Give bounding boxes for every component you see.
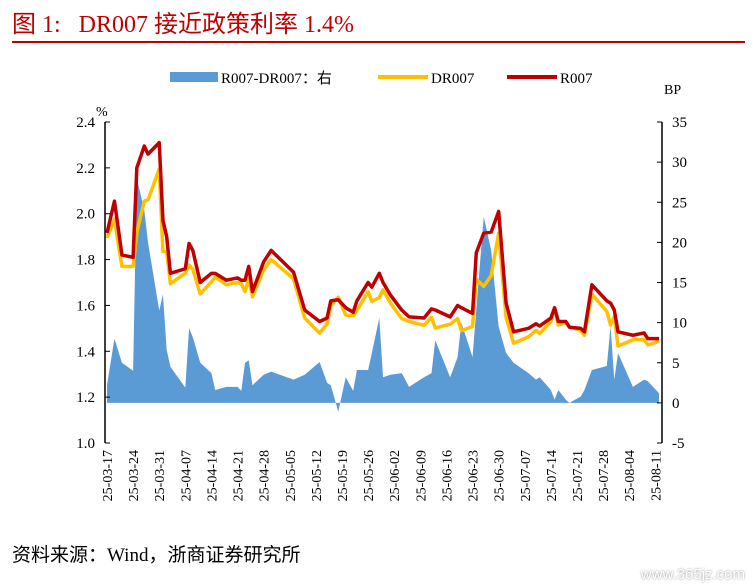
left-tick-label: 1.4 (76, 344, 95, 360)
axes: 1.0 1.2 1.4 1.6 1.8 2.0 2.2 2.4 -5 0 5 10 15 20 25 30 35… (76, 115, 687, 501)
x-tick-label: 25-08-11 (649, 450, 664, 501)
spread-area (107, 178, 660, 412)
x-tick-label: 25-04-14 (205, 450, 220, 501)
dr007-line (105, 167, 660, 348)
left-tick-label: 2.4 (76, 115, 95, 131)
x-tick-label: 25-08-04 (623, 450, 638, 501)
x-tick-label: 25-05-26 (362, 450, 377, 501)
left-axis-unit: % (96, 105, 108, 120)
chart: R007-DR007：右 DR007 R007 % BP 1.01.21.41.… (76, 70, 687, 501)
legend-swatch-spread (170, 72, 218, 82)
legend: R007-DR007：右 DR007 R007 (170, 70, 593, 87)
legend-label-spread: R007-DR007：右 (221, 70, 332, 87)
right-tick-label: 35 (672, 115, 687, 131)
x-tick-label: 25-07-28 (597, 450, 612, 501)
x-tick-label: 25-06-23 (467, 450, 482, 501)
x-tick-label: 25-04-07 (179, 450, 194, 501)
title-rule (12, 41, 745, 43)
right-axis-unit: BP (664, 83, 681, 98)
x-tick-label: 25-06-16 (440, 450, 455, 501)
x-tick-label: 25-07-21 (571, 450, 586, 501)
x-tick-label: 25-07-14 (545, 450, 560, 501)
right-tick-label: 20 (672, 235, 687, 251)
x-tick-label: 25-05-05 (284, 450, 299, 501)
x-tick-label: 25-05-12 (310, 450, 325, 501)
lines-layer (105, 140, 660, 348)
legend-label-r007: R007 (560, 71, 593, 87)
left-tick-label: 1.0 (76, 436, 95, 452)
x-tick-label: 25-05-19 (336, 450, 351, 501)
right-tick-label: 25 (672, 195, 687, 211)
x-tick-label: 25-03-31 (153, 450, 168, 501)
right-tick-label: 15 (672, 276, 687, 292)
right-tick-label: 0 (672, 396, 680, 412)
figure-title: 图 1: DR007 接近政策利率 1.4% (12, 12, 354, 38)
x-tick-label: 25-04-28 (258, 450, 273, 501)
right-tick-label: 10 (672, 316, 687, 332)
left-tick-label: 1.8 (76, 253, 95, 269)
x-tick-label: 25-07-07 (519, 450, 534, 501)
x-tick-label: 25-03-24 (127, 450, 142, 501)
right-tick-label: -5 (672, 436, 685, 452)
left-tick-label: 2.2 (76, 161, 95, 177)
x-tick-label: 25-06-30 (493, 450, 508, 501)
left-tick-label: 2.0 (76, 207, 95, 223)
x-tick-label: 25-06-09 (414, 450, 429, 501)
left-tick-label: 1.2 (76, 390, 95, 406)
spread-area-layer (107, 178, 660, 412)
r007-line (105, 140, 660, 341)
right-tick-label: 30 (672, 155, 687, 171)
x-tick-label: 25-03-17 (101, 450, 116, 501)
watermark: www.365jz.com (640, 566, 745, 583)
right-tick-label: 5 (672, 356, 680, 372)
x-tick-label: 25-06-02 (388, 450, 403, 501)
legend-label-dr007: DR007 (431, 71, 475, 87)
left-tick-label: 1.6 (76, 298, 95, 314)
source-note: 资料来源：Wind，浙商证券研究所 (12, 545, 301, 566)
x-tick-label: 25-04-21 (232, 450, 247, 501)
